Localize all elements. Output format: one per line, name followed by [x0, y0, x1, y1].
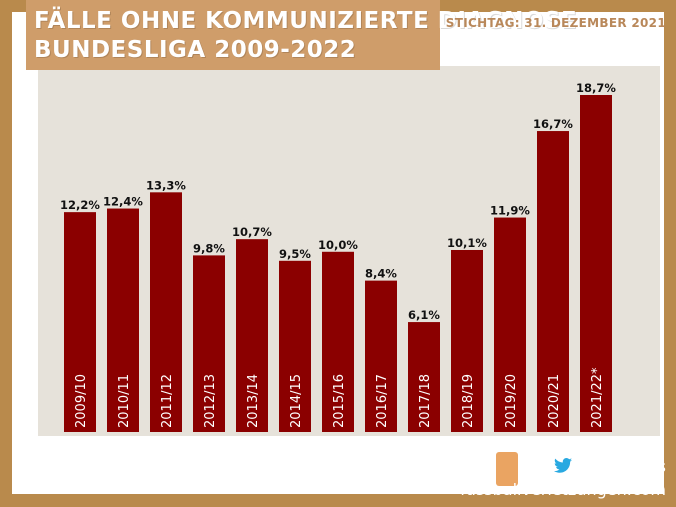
value-label: 16,7%: [533, 117, 573, 131]
value-label: 11,9%: [490, 204, 530, 218]
category-label: 2017/18: [418, 374, 433, 428]
value-label: 8,4%: [365, 267, 397, 281]
bar-2015/16: [322, 251, 354, 432]
title-box: [26, 0, 440, 70]
website-link[interactable]: fussballverletzungen.com: [460, 480, 666, 499]
category-label: 2013/14: [246, 374, 261, 428]
value-label: 10,1%: [447, 236, 487, 250]
category-label: 2021/22*: [590, 367, 605, 428]
value-label: 9,8%: [193, 241, 225, 255]
bar-2018/19: [451, 249, 483, 432]
category-label: 2018/19: [461, 374, 476, 428]
bar-2014/15: [279, 260, 311, 432]
bar-2012/13: [193, 255, 225, 432]
category-label: 2010/11: [117, 374, 132, 428]
bar-2010/11: [107, 208, 139, 432]
twitter-handle: @fbinjuries: [575, 457, 666, 476]
bar-2009/10: [64, 212, 96, 432]
value-label: 13,3%: [146, 178, 186, 192]
bar-2021/22*: [580, 95, 612, 432]
bar-2013/14: [236, 239, 268, 432]
category-label: 2015/16: [332, 374, 347, 428]
branding: @fbinjuries fussballverletzungen.com: [460, 457, 666, 499]
bar-2017/18: [408, 322, 440, 432]
bar-2016/17: [365, 280, 397, 432]
value-label: 12,4%: [103, 195, 143, 209]
category-label: 2009/10: [74, 374, 89, 428]
category-label: 2014/15: [289, 374, 304, 428]
cross-logo-icon: [496, 452, 518, 486]
twitter-handle-row: @fbinjuries: [460, 457, 666, 477]
bar-2011/12: [150, 192, 182, 432]
category-label: 2012/13: [203, 374, 218, 428]
category-label: 2020/21: [547, 374, 562, 428]
value-label: 10,7%: [232, 225, 272, 239]
chart-subtitle: BUNDESLIGA 2009-2022: [34, 37, 357, 63]
category-label: 2011/12: [160, 374, 175, 428]
value-label: 9,5%: [279, 247, 311, 261]
chart-title: FÄLLE OHNE KOMMUNIZIERTE DIAGNOSE: [34, 8, 578, 34]
bar-2019/20: [494, 217, 526, 432]
category-label: 2016/17: [375, 374, 390, 428]
value-label: 18,7%: [576, 81, 616, 95]
cutoff-date: STICHTAG: 31. DEZEMBER 2021: [445, 16, 666, 30]
twitter-bird-icon: [553, 458, 572, 477]
bar-2020/21: [537, 131, 569, 432]
value-label: 10,0%: [318, 238, 358, 252]
value-label: 6,1%: [408, 308, 440, 322]
value-label: 12,2%: [60, 198, 100, 212]
category-label: 2019/20: [504, 374, 519, 428]
